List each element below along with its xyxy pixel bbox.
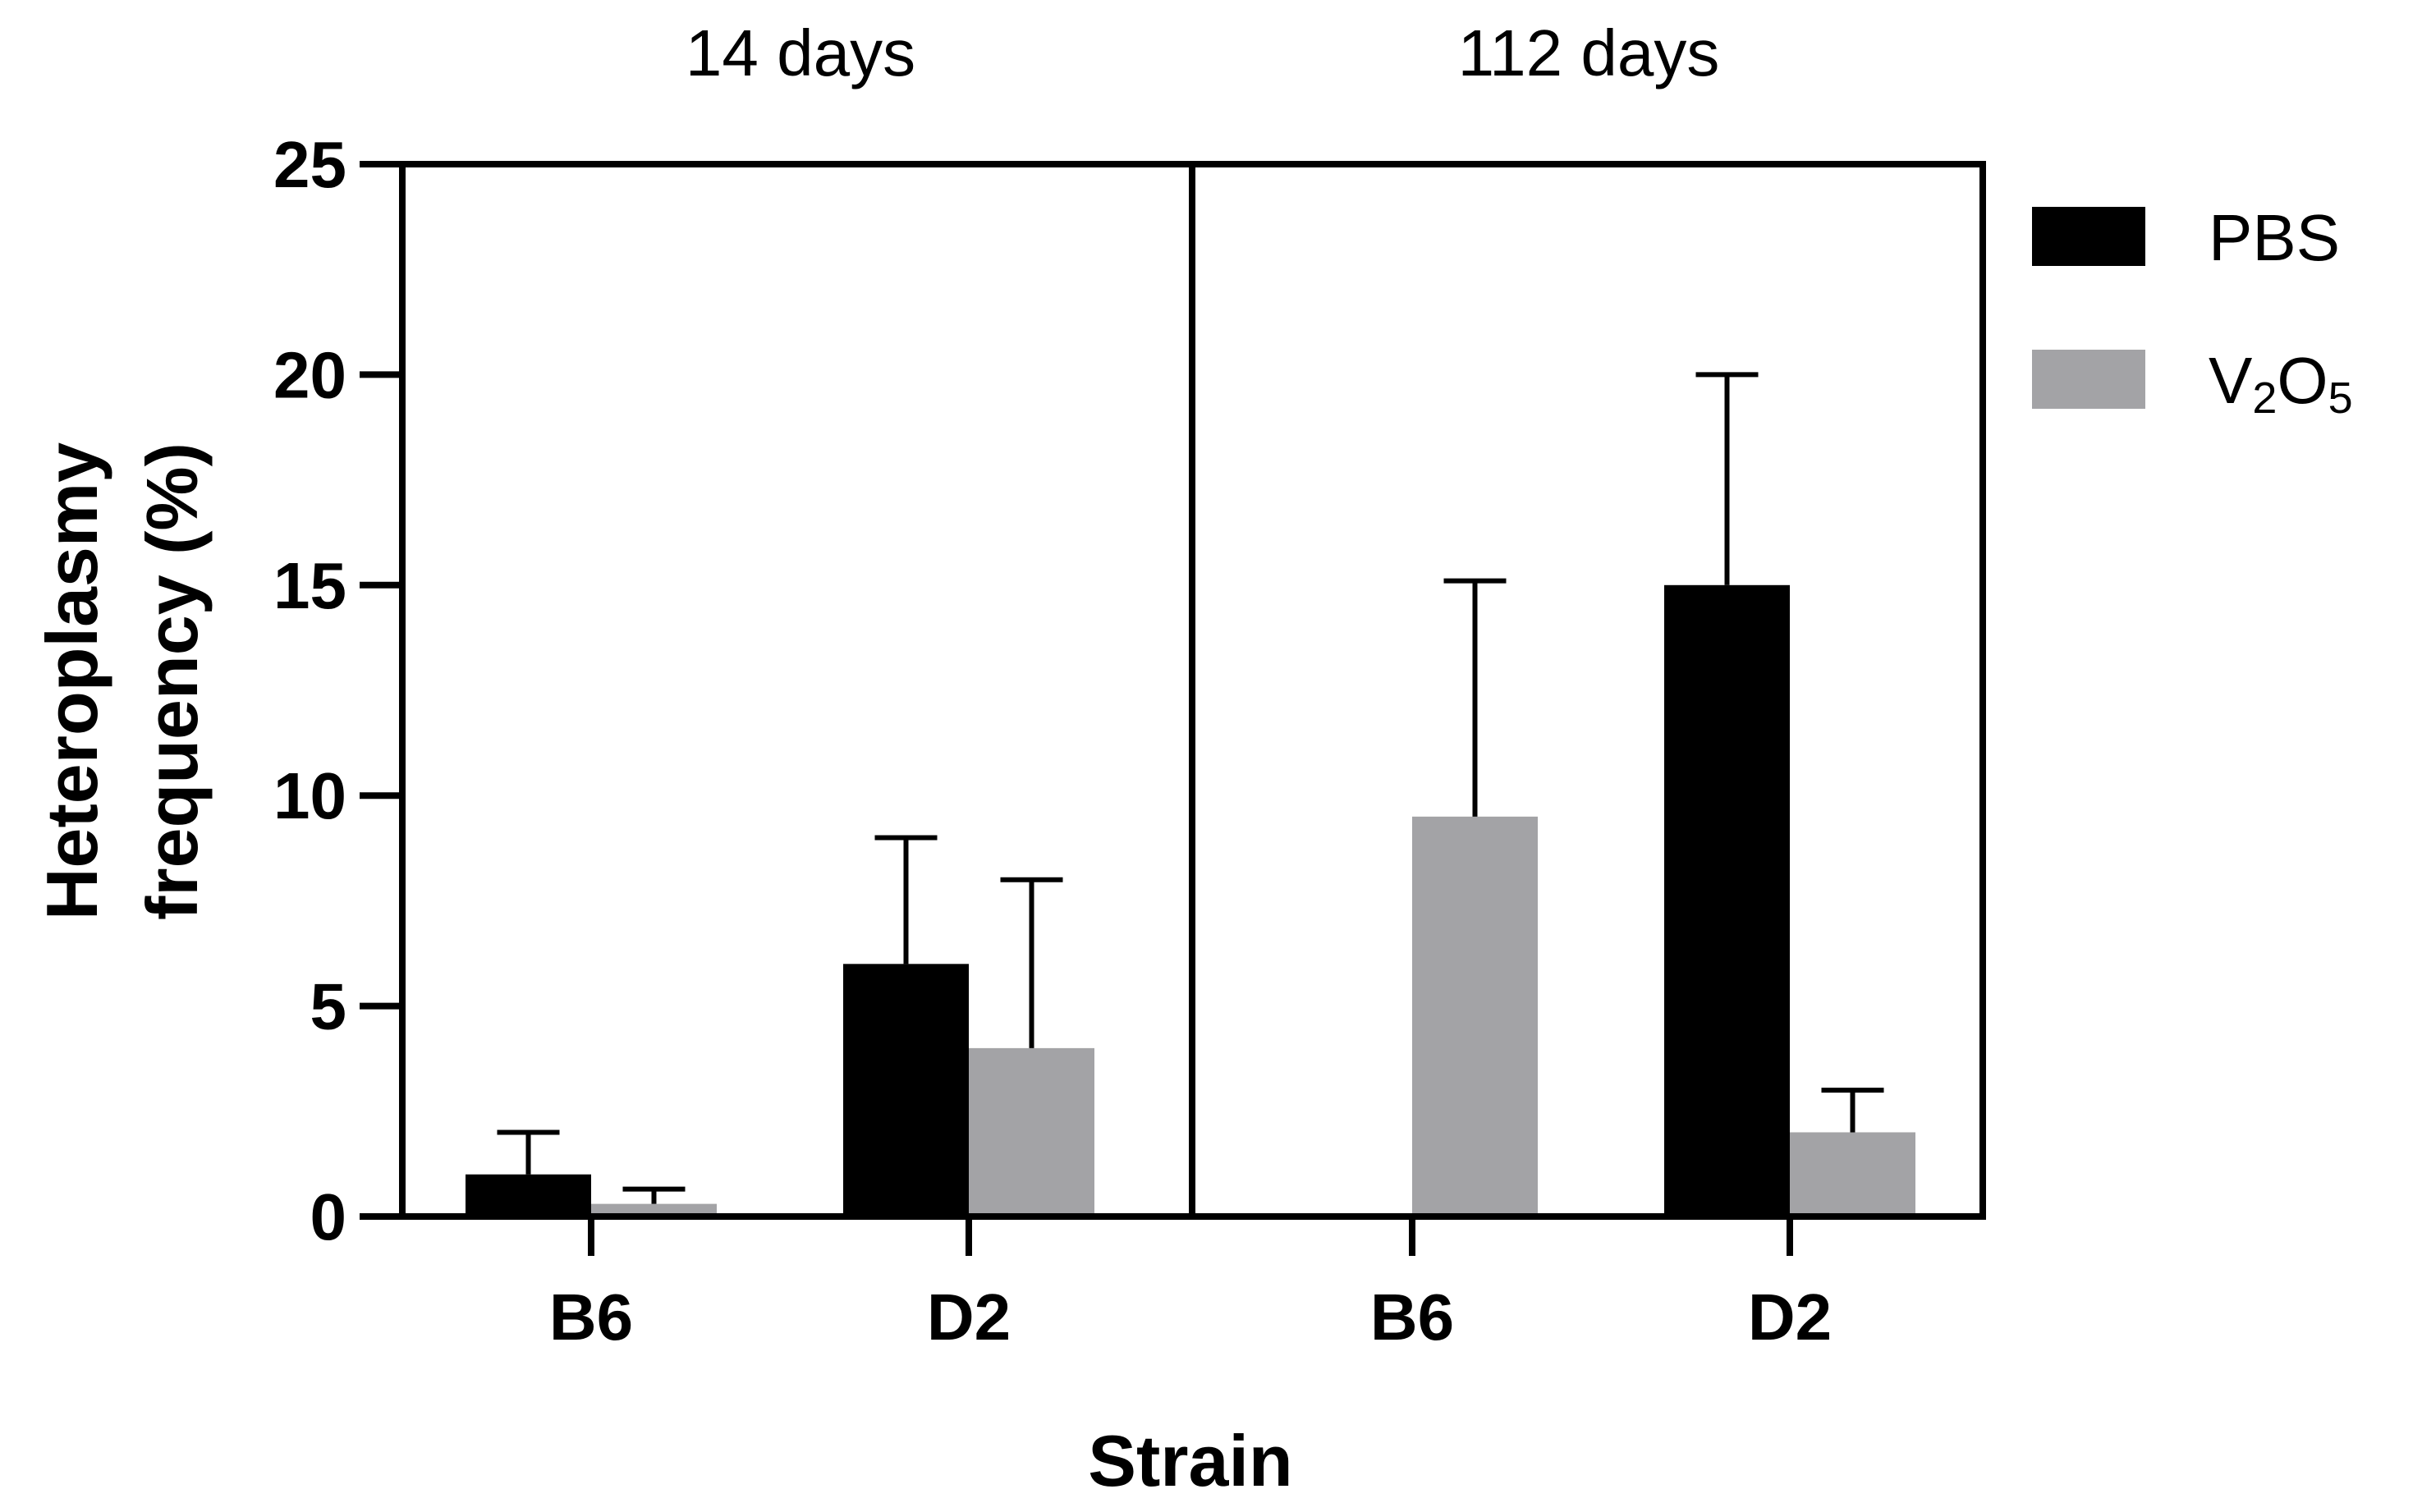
legend-item-pbs: PBS xyxy=(2032,201,2340,274)
bar-pbs-panel2-d2 xyxy=(1664,584,1790,1216)
y-axis-title-line-1: Heteroplasmy xyxy=(31,442,112,920)
error-bar-pbs-panel2-d2 xyxy=(1695,372,1759,585)
error-bar-v2o5-panel2-b6 xyxy=(1443,578,1507,817)
x-tick-label-panel2-d2: D2 xyxy=(1748,1281,1832,1354)
y-axis-title-line-2: frequency (%) xyxy=(131,442,213,920)
x-tick-label-panel1-d2: D2 xyxy=(927,1281,1011,1354)
legend-label-pbs: PBS xyxy=(2209,201,2340,274)
legend-swatch-pbs xyxy=(2032,207,2145,266)
legend-item-v2o5: V2O5 xyxy=(2032,344,2353,423)
error-bar-pbs-panel1-d2 xyxy=(874,835,938,964)
y-tick-label-15: 15 xyxy=(273,549,346,622)
bar-v2o5-panel2-d2 xyxy=(1790,1132,1915,1216)
bar-pbs-panel1-d2 xyxy=(843,964,969,1216)
x-tick-label-panel2-b6: B6 xyxy=(1370,1281,1454,1354)
bar-v2o5-panel1-d2 xyxy=(969,1047,1094,1216)
error-bar-v2o5-panel1-b6 xyxy=(622,1186,686,1204)
y-tick-label-20: 20 xyxy=(273,338,346,411)
bar-pbs-panel1-b6 xyxy=(466,1174,591,1216)
legend-label-v2o5: V2O5 xyxy=(2209,344,2353,423)
panel-title-1: 14 days xyxy=(686,16,915,89)
legend: PBS V2O5 xyxy=(2032,201,2353,423)
y-tick-label-10: 10 xyxy=(273,759,346,832)
error-bar-v2o5-panel2-d2 xyxy=(1821,1088,1884,1133)
chart-text: 14 days 112 days Strain Heteroplasmy fre… xyxy=(31,16,1719,1501)
axes: 0 5 10 15 20 25 B6 D2 B6 D2 xyxy=(273,128,1986,1354)
error-bar-v2o5-panel1-d2 xyxy=(1000,877,1063,1048)
legend-swatch-v2o5 xyxy=(2032,350,2145,409)
panel-title-2: 112 days xyxy=(1458,16,1720,89)
error-bar-pbs-panel1-b6 xyxy=(497,1129,560,1175)
y-tick-label-25: 25 xyxy=(273,128,346,201)
x-axis-title: Strain xyxy=(1088,1420,1292,1501)
plot-area xyxy=(466,372,1915,1216)
y-tick-label-0: 0 xyxy=(310,1180,347,1253)
bar-v2o5-panel2-b6 xyxy=(1412,816,1538,1216)
y-tick-label-5: 5 xyxy=(310,970,347,1043)
x-tick-label-panel1-b6: B6 xyxy=(549,1281,633,1354)
